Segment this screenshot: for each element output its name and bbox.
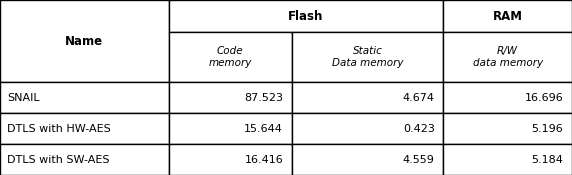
Bar (443, 113, 572, 144)
Bar (443, 144, 572, 175)
Bar (443, 0, 572, 32)
Text: 87.523: 87.523 (244, 93, 283, 103)
Bar (169, 0, 443, 32)
Bar (292, 82, 443, 113)
Text: 4.559: 4.559 (403, 155, 435, 165)
Text: Code
memory: Code memory (209, 46, 252, 68)
Bar (292, 144, 443, 175)
Bar (169, 82, 292, 113)
Text: R/W
data memory: R/W data memory (472, 46, 543, 68)
Text: 16.696: 16.696 (525, 93, 563, 103)
Bar (0, 113, 169, 144)
Text: RAM: RAM (492, 10, 523, 23)
Text: 5.184: 5.184 (531, 155, 563, 165)
Bar (292, 113, 443, 144)
Bar (292, 32, 443, 82)
Text: Flash: Flash (288, 10, 324, 23)
Bar (169, 113, 292, 144)
Bar (443, 82, 572, 113)
Bar (169, 144, 292, 175)
Bar (0, 0, 169, 82)
Text: Name: Name (65, 34, 104, 48)
Text: SNAIL: SNAIL (7, 93, 40, 103)
Bar (169, 32, 292, 82)
Text: 5.196: 5.196 (531, 124, 563, 134)
Bar (0, 82, 169, 113)
Text: 15.644: 15.644 (244, 124, 283, 134)
Bar (0, 144, 169, 175)
Text: 16.416: 16.416 (244, 155, 283, 165)
Text: DTLS with HW-AES: DTLS with HW-AES (7, 124, 111, 134)
Text: Static
Data memory: Static Data memory (332, 46, 403, 68)
Bar (443, 32, 572, 82)
Text: 0.423: 0.423 (403, 124, 435, 134)
Text: 4.674: 4.674 (403, 93, 435, 103)
Text: DTLS with SW-AES: DTLS with SW-AES (7, 155, 110, 165)
